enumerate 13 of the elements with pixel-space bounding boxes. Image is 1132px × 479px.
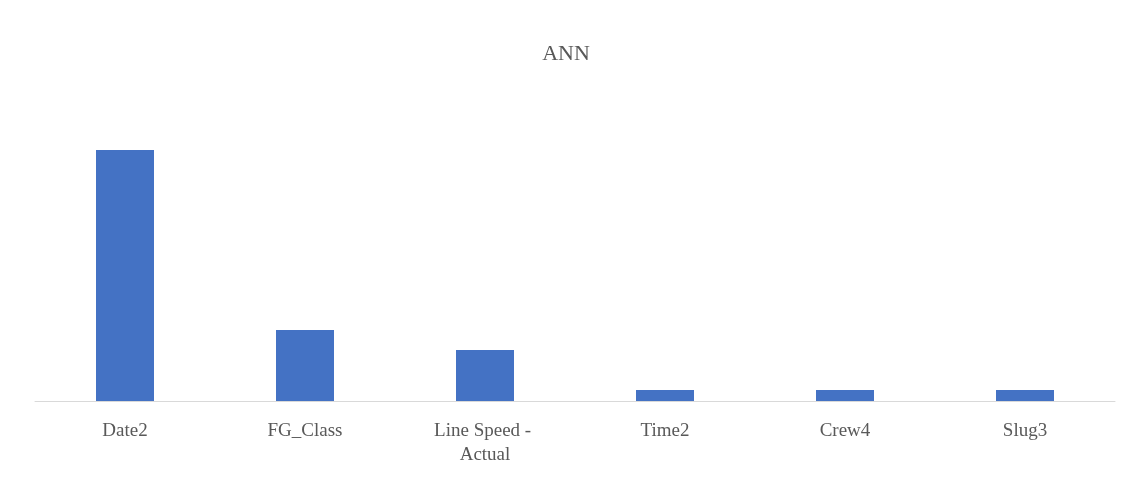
- bar: [636, 389, 694, 401]
- x-tick-label: FG_Class: [267, 418, 343, 440]
- bar: [96, 150, 154, 401]
- bar: [816, 389, 874, 401]
- bar: [456, 350, 514, 401]
- x-tick-label: Crew4: [819, 418, 871, 440]
- chart-title: ANN: [542, 39, 590, 65]
- bar: [996, 389, 1054, 401]
- x-tick-label: Date2: [102, 418, 148, 440]
- x-tick-label: Slug3: [1002, 418, 1048, 440]
- x-tick-label: Line Speed - Actual: [434, 418, 536, 464]
- bar: [276, 329, 334, 401]
- x-tick-label: Time2: [640, 418, 690, 440]
